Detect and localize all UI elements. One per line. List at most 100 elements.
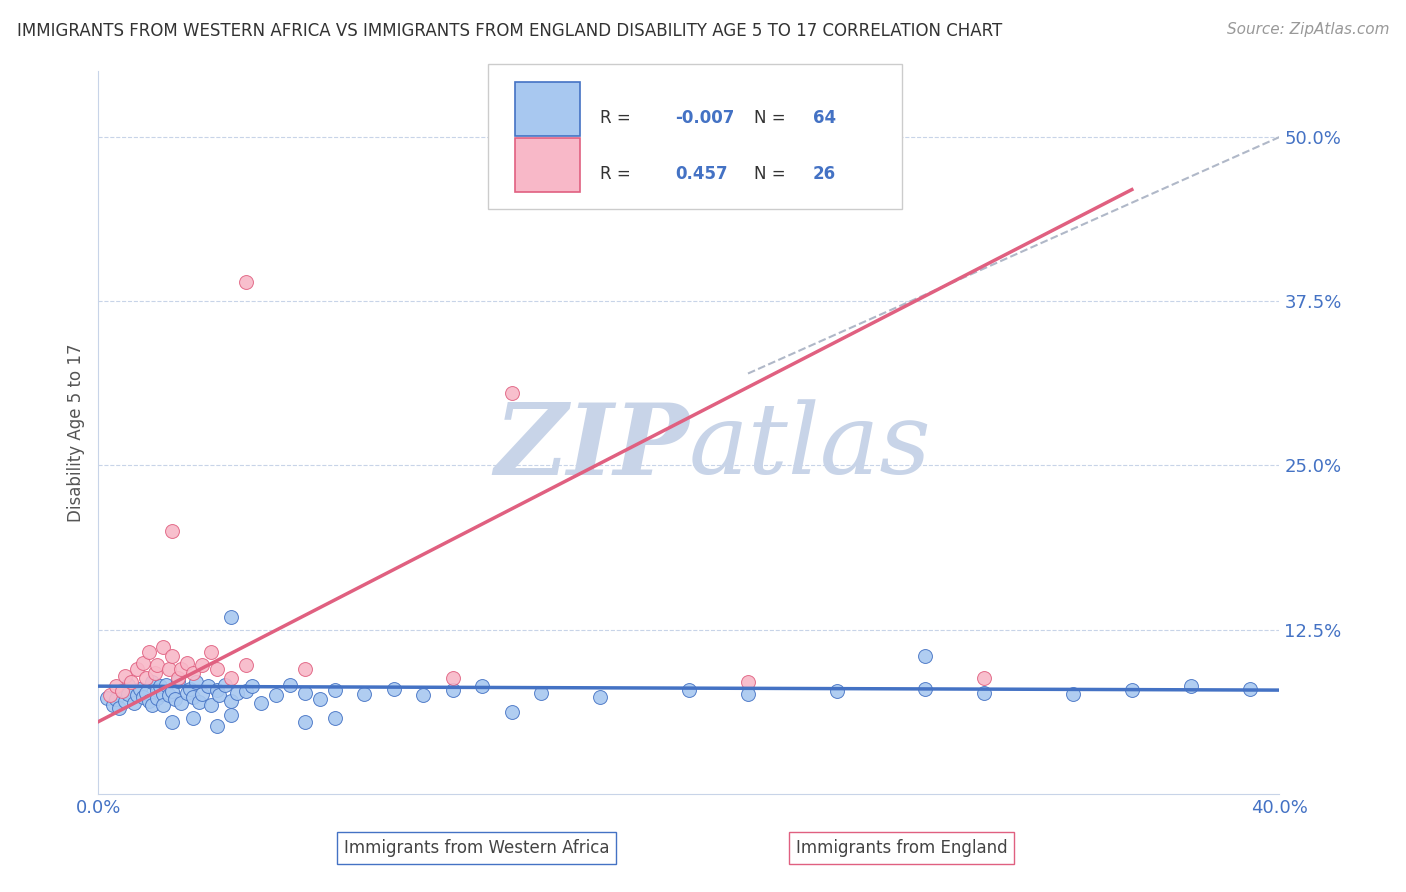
Text: N =: N = — [754, 165, 790, 183]
Point — [170, 696, 193, 710]
Point — [197, 679, 219, 693]
Point — [235, 684, 257, 698]
Point — [412, 689, 434, 703]
Text: -0.007: -0.007 — [675, 110, 734, 128]
Point — [294, 686, 316, 700]
Point — [96, 690, 118, 705]
Point — [105, 679, 128, 693]
Point — [441, 683, 464, 698]
Point — [240, 679, 263, 693]
Point — [973, 671, 995, 685]
Text: ZIP: ZIP — [494, 399, 689, 495]
Point — [200, 645, 222, 659]
Point — [205, 662, 228, 676]
Point — [191, 658, 214, 673]
Point — [973, 686, 995, 700]
Point — [157, 662, 180, 676]
Point — [250, 696, 273, 710]
Point — [221, 708, 243, 723]
Point — [294, 662, 316, 676]
Point — [167, 671, 190, 685]
Point — [825, 684, 848, 698]
Point — [165, 692, 187, 706]
Point — [157, 689, 180, 703]
Point — [135, 671, 157, 685]
Point — [146, 683, 169, 698]
Point — [226, 686, 249, 700]
Point — [117, 687, 139, 701]
Point — [143, 666, 166, 681]
Point — [382, 681, 405, 696]
Point — [200, 698, 222, 712]
Point — [221, 693, 243, 707]
Point — [221, 609, 243, 624]
Point — [280, 678, 302, 692]
Point — [149, 679, 172, 693]
Point — [141, 698, 163, 712]
Point — [176, 686, 198, 700]
Text: Immigrants from Western Africa: Immigrants from Western Africa — [343, 839, 609, 857]
Text: R =: R = — [600, 165, 637, 183]
Point — [114, 668, 136, 682]
Point — [170, 662, 193, 676]
Point — [1062, 687, 1084, 701]
Point — [152, 640, 174, 654]
Point — [441, 671, 464, 685]
Point — [737, 687, 759, 701]
Point — [914, 681, 936, 696]
Point — [125, 662, 148, 676]
Point — [181, 690, 204, 704]
Point — [294, 714, 316, 729]
Text: 26: 26 — [813, 165, 837, 183]
Point — [162, 714, 183, 729]
Point — [146, 690, 169, 705]
Point — [176, 656, 198, 670]
Point — [589, 690, 612, 704]
Point — [1121, 683, 1143, 698]
Text: R =: R = — [600, 110, 637, 128]
Point — [678, 683, 700, 698]
Point — [264, 689, 287, 703]
Point — [117, 678, 139, 692]
Point — [103, 698, 125, 712]
Point — [471, 679, 494, 693]
Point — [155, 678, 177, 692]
Point — [114, 693, 136, 707]
Point — [235, 275, 257, 289]
Point — [323, 683, 346, 698]
Point — [353, 687, 375, 701]
Point — [135, 686, 157, 700]
Point — [501, 706, 523, 720]
Point — [162, 524, 183, 538]
Point — [205, 683, 228, 698]
Point — [184, 675, 207, 690]
Point — [152, 687, 174, 701]
Point — [191, 687, 214, 701]
Text: 64: 64 — [813, 110, 837, 128]
FancyBboxPatch shape — [488, 64, 901, 209]
Point — [501, 386, 523, 401]
Point — [152, 698, 174, 712]
Point — [1239, 681, 1261, 696]
Point — [125, 689, 148, 703]
Text: atlas: atlas — [689, 400, 932, 495]
Point — [105, 692, 128, 706]
Point — [181, 711, 204, 725]
Point — [208, 689, 231, 703]
Point — [530, 686, 553, 700]
Point — [111, 684, 134, 698]
Point — [120, 675, 142, 690]
Point — [914, 648, 936, 663]
Point — [122, 696, 145, 710]
Point — [98, 689, 121, 703]
Point — [167, 673, 190, 688]
Text: N =: N = — [754, 110, 790, 128]
Point — [162, 648, 183, 663]
Point — [146, 658, 169, 673]
Point — [132, 656, 155, 670]
Point — [214, 678, 236, 692]
Point — [737, 675, 759, 690]
Text: Source: ZipAtlas.com: Source: ZipAtlas.com — [1226, 22, 1389, 37]
Point — [138, 693, 160, 707]
Point — [235, 658, 257, 673]
